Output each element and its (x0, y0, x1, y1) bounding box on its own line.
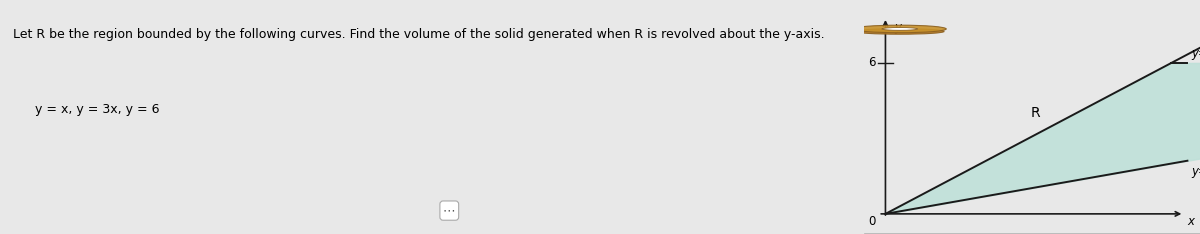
Text: y=6: y=6 (1192, 48, 1200, 60)
Text: R: R (1031, 106, 1040, 120)
Text: ⋯: ⋯ (443, 204, 456, 217)
Text: y: y (894, 21, 901, 34)
Ellipse shape (853, 25, 947, 33)
Text: Let R be the region bounded by the following curves. Find the volume of the soli: Let R be the region bounded by the follo… (13, 28, 824, 41)
Text: x: x (1188, 215, 1194, 228)
Text: 6: 6 (868, 56, 876, 69)
Ellipse shape (856, 29, 944, 34)
Text: 0: 0 (868, 215, 876, 228)
Ellipse shape (882, 28, 918, 30)
Text: y=x: y=x (1192, 165, 1200, 178)
Text: y = x, y = 3x, y = 6: y = x, y = 3x, y = 6 (35, 103, 160, 116)
